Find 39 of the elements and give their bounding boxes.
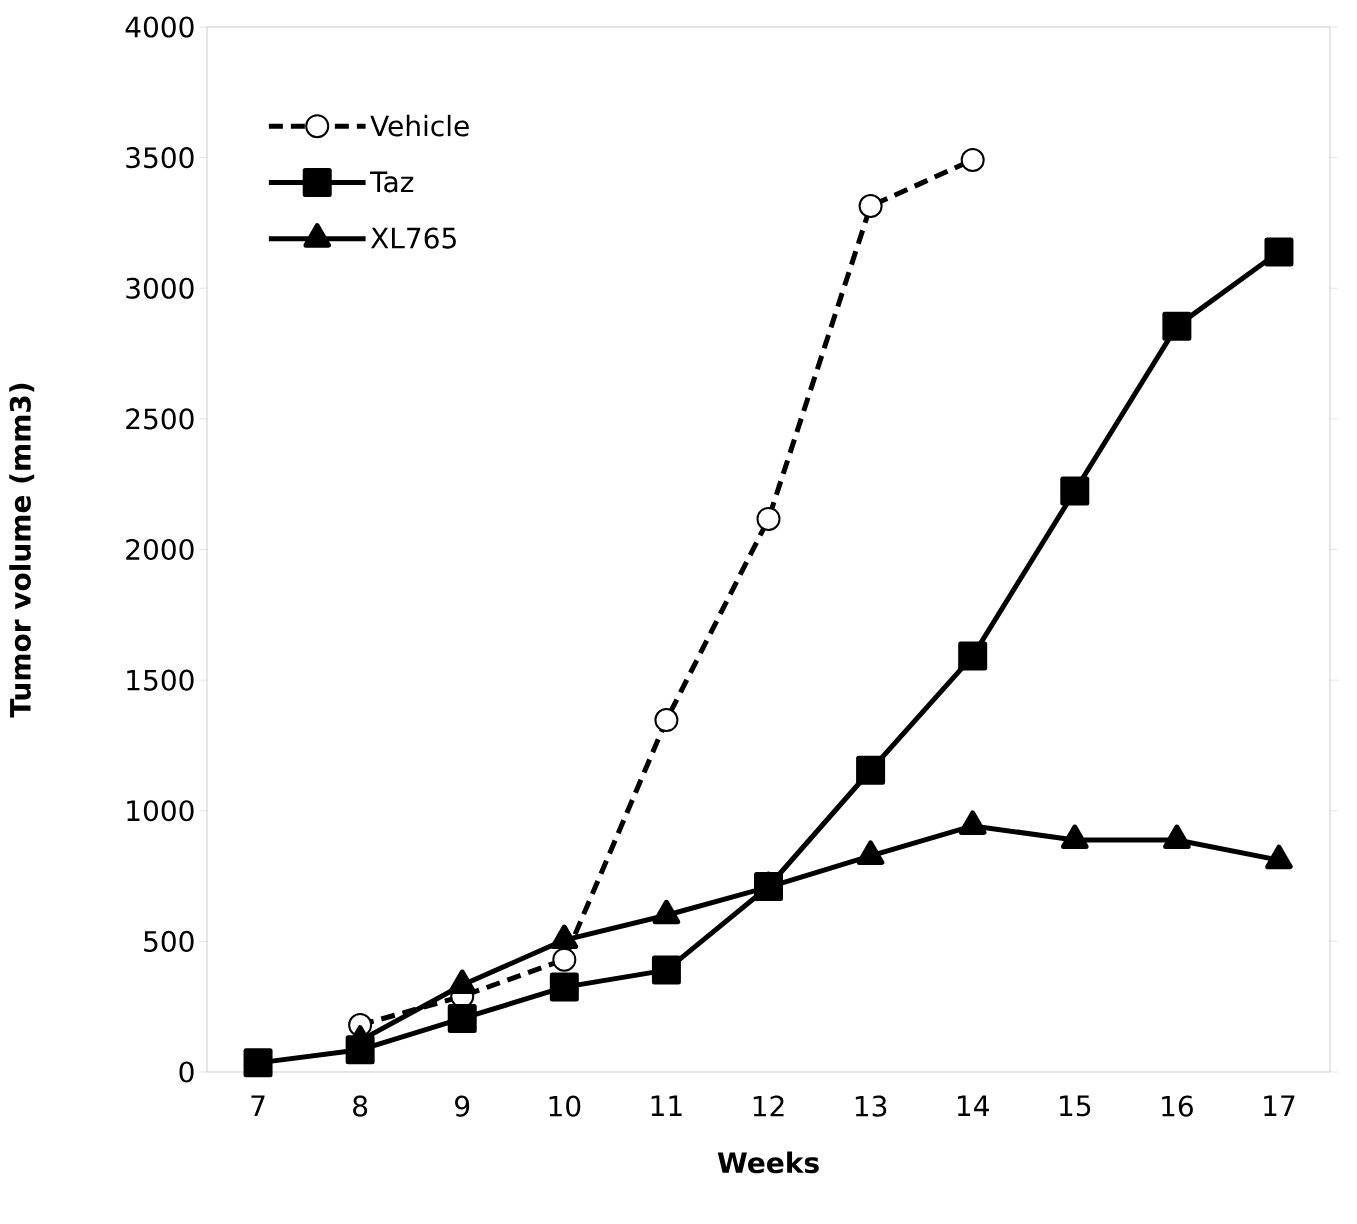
x-tick-label: 7 xyxy=(251,1095,265,1116)
point xyxy=(549,972,579,1002)
y-tick-label: 0 xyxy=(179,1061,194,1083)
legend-label: Taz xyxy=(370,171,414,193)
legend-label: Vehicle xyxy=(370,114,469,137)
x-tick-label: 13 xyxy=(855,1095,887,1117)
y-tick-label: 2000 xyxy=(126,538,194,561)
x-tick-label: 8 xyxy=(353,1095,368,1117)
point xyxy=(960,147,985,172)
x-tick-label: 9 xyxy=(455,1095,470,1117)
point xyxy=(856,755,886,785)
x-tick-label: 11 xyxy=(651,1095,682,1116)
y-tick-label: 2500 xyxy=(126,408,194,430)
point xyxy=(447,1003,477,1033)
legend-label: XL765 xyxy=(370,227,456,249)
x-tick-label: 15 xyxy=(1060,1095,1091,1117)
point xyxy=(756,506,781,531)
x-tick-label: 10 xyxy=(549,1095,581,1117)
y-axis-title: Tumor volume (mm3) xyxy=(9,383,35,718)
point xyxy=(1264,237,1294,267)
point xyxy=(651,955,681,985)
point xyxy=(552,947,577,972)
x-tick-label: 14 xyxy=(957,1095,989,1116)
point xyxy=(858,193,883,218)
point xyxy=(958,641,988,671)
point xyxy=(243,1048,273,1078)
point xyxy=(1162,311,1192,341)
point xyxy=(654,708,679,733)
y-tick-label: 500 xyxy=(144,930,194,952)
x-tick-label: 16 xyxy=(1162,1095,1193,1117)
y-tick-label: 3500 xyxy=(126,147,194,169)
x-tick-label: 17 xyxy=(1264,1095,1295,1116)
y-tick-label: 1500 xyxy=(127,669,194,691)
y-tick-label: 1000 xyxy=(127,800,194,822)
x-tick-label: 12 xyxy=(753,1095,784,1117)
y-tick-label: 3000 xyxy=(126,277,194,299)
x-axis-title: Weeks xyxy=(717,1151,819,1174)
point xyxy=(1060,476,1090,506)
y-tick-label: 4000 xyxy=(125,16,194,38)
